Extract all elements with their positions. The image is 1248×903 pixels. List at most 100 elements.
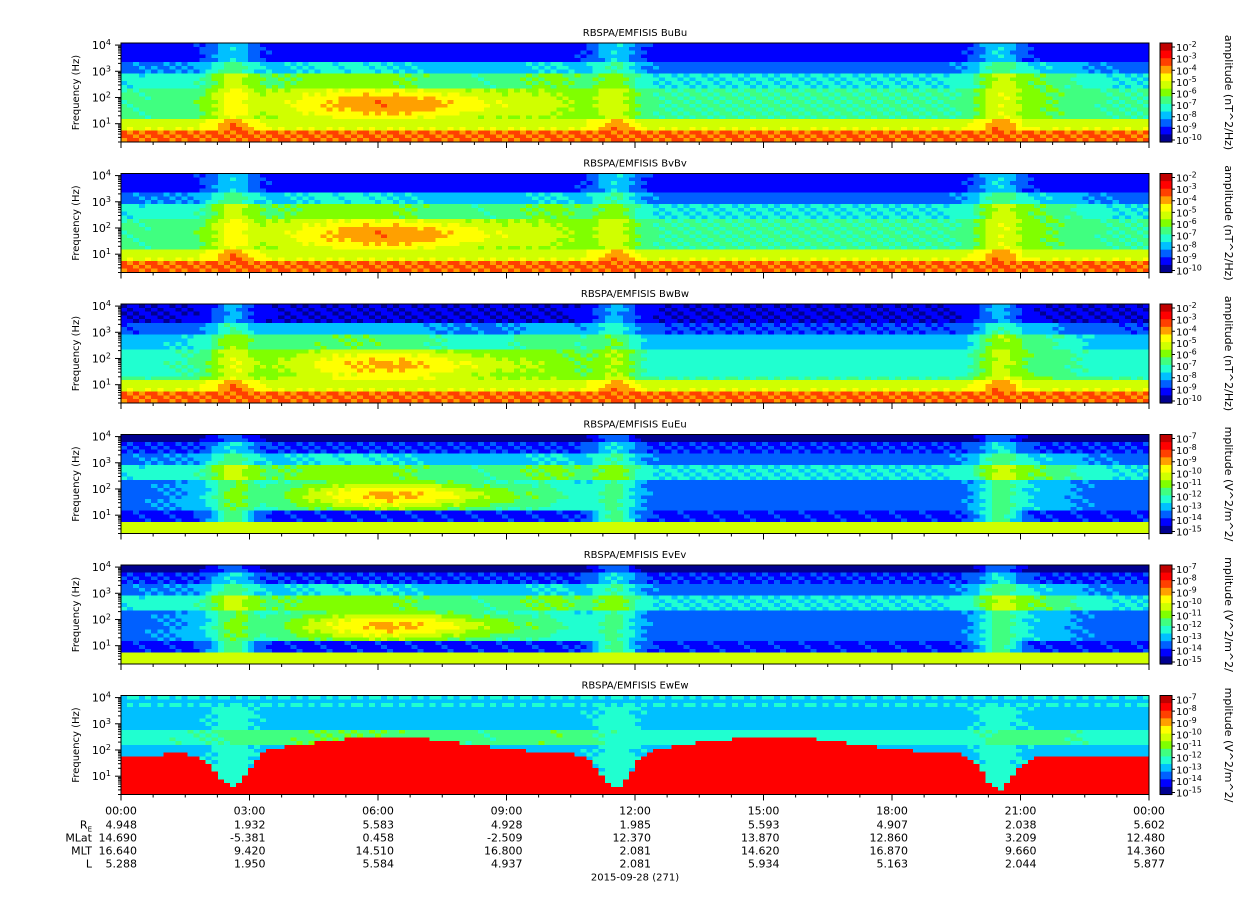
colorbar-swatch: [1160, 741, 1172, 749]
colorbar-swatch: [1160, 174, 1172, 182]
ephemeris-row-label: L: [86, 858, 93, 871]
colorbar-swatch: [1160, 119, 1172, 127]
colorbar-swatch: [1160, 181, 1172, 189]
y-tick-label: 103: [92, 456, 111, 470]
colorbar-swatch: [1160, 327, 1172, 335]
ephemeris-value: 4.948: [106, 819, 138, 832]
ephemeris-value: 2.044: [1005, 858, 1037, 871]
colorbar-swatch: [1160, 104, 1172, 112]
colorbar-swatch: [1160, 634, 1172, 642]
y-axis-label: Frequency (Hz): [71, 707, 82, 783]
colorbar-swatch: [1160, 227, 1172, 235]
spectrogram-panel-1: RBSPA/EMFISIS BuBu101102103104Frequency …: [71, 28, 1235, 150]
colorbar: 10-710-810-910-1010-1110-1210-1310-1410-…: [1160, 557, 1235, 672]
y-tick-label: 103: [92, 586, 111, 600]
y-tick-label: 103: [92, 64, 111, 78]
ephemeris-value: 5.163: [877, 858, 909, 871]
colorbar-swatch: [1160, 503, 1172, 511]
ephemeris-value: 13.870: [741, 832, 780, 845]
colorbar-swatch: [1160, 334, 1172, 342]
y-tick-label: 101: [92, 769, 111, 783]
colorbar-swatch: [1160, 526, 1172, 534]
colorbar-swatch: [1160, 257, 1172, 265]
colorbar-swatch: [1160, 734, 1172, 742]
colorbar-swatch: [1160, 787, 1172, 795]
ephemeris-value: 5.584: [363, 858, 395, 871]
y-tick-label: 104: [92, 430, 111, 444]
colorbar-swatch: [1160, 388, 1172, 396]
colorbar-swatch: [1160, 134, 1172, 142]
panel-title: RBSPA/EMFISIS BuBu: [583, 28, 687, 39]
colorbar-swatch: [1160, 696, 1172, 704]
colorbar: 10-710-810-910-1010-1110-1210-1310-1410-…: [1160, 688, 1235, 803]
colorbar-swatch: [1160, 611, 1172, 619]
colorbar-swatch: [1160, 242, 1172, 250]
colorbar-swatch: [1160, 89, 1172, 97]
colorbar-swatch: [1160, 380, 1172, 388]
spectrogram-panel-6: RBSPA/EMFISIS EwEw101102103104Frequency …: [71, 681, 1235, 803]
ephemeris-value: 9.420: [234, 845, 266, 858]
y-tick-label: 103: [92, 325, 111, 339]
ephemeris-value: 2.081: [620, 858, 652, 871]
y-axis-label: Frequency (Hz): [71, 185, 82, 261]
spectrogram-cells: [121, 565, 1150, 665]
colorbar-swatch: [1160, 626, 1172, 634]
colorbar-swatch: [1160, 43, 1172, 51]
spectrogram-cells: [121, 304, 1150, 404]
colorbar-tick-label: 10-10: [1176, 133, 1202, 147]
colorbar-label: amplitude (nT^2/Hz): [1222, 35, 1235, 150]
colorbar-swatch: [1160, 649, 1172, 657]
ephemeris-value: 16.800: [484, 845, 523, 858]
y-axis-label: Frequency (Hz): [71, 55, 82, 131]
colorbar-swatch: [1160, 51, 1172, 59]
time-tick-label: 21:00: [1005, 805, 1037, 818]
panel-title: RBSPA/EMFISIS EvEv: [584, 550, 687, 561]
ephemeris-value: 5.602: [1134, 819, 1166, 832]
ephemeris-value: 2.081: [620, 845, 652, 858]
spectrogram-cells: [121, 174, 1150, 274]
colorbar-swatch: [1160, 350, 1172, 358]
colorbar-swatch: [1160, 511, 1172, 519]
colorbar-swatch: [1160, 442, 1172, 450]
ephemeris-value: 9.660: [1005, 845, 1037, 858]
y-tick-label: 102: [92, 90, 111, 104]
time-tick-label: 06:00: [362, 805, 394, 818]
colorbar-swatch: [1160, 588, 1172, 596]
colorbar-swatch: [1160, 365, 1172, 373]
colorbar-swatch: [1160, 473, 1172, 481]
ephemeris-value: 5.877: [1134, 858, 1166, 871]
colorbar-swatch: [1160, 112, 1172, 120]
panel-title: RBSPA/EMFISIS EwEw: [581, 681, 688, 692]
ephemeris-value: 5.593: [748, 819, 780, 832]
date-label: 2015-09-28 (271): [591, 873, 679, 884]
ephemeris-value: 0.458: [363, 832, 395, 845]
colorbar-swatch: [1160, 779, 1172, 787]
y-tick-label: 102: [92, 482, 111, 496]
ephemeris-value: 5.288: [106, 858, 138, 871]
colorbar-swatch: [1160, 66, 1172, 74]
ephemeris-value: 12.370: [613, 832, 652, 845]
time-tick-label: 00:00: [105, 805, 137, 818]
colorbar-swatch: [1160, 219, 1172, 227]
y-tick-label: 102: [92, 612, 111, 626]
time-tick-label: 12:00: [619, 805, 651, 818]
spectrogram-panel-4: RBSPA/EMFISIS EuEu101102103104Frequency …: [71, 420, 1235, 542]
time-tick-label: 18:00: [876, 805, 908, 818]
y-tick-label: 101: [92, 639, 111, 653]
colorbar-swatch: [1160, 518, 1172, 526]
colorbar-swatch: [1160, 726, 1172, 734]
y-tick-label: 101: [92, 378, 111, 392]
y-tick-label: 102: [92, 351, 111, 365]
y-axis-label: Frequency (Hz): [71, 446, 82, 522]
colorbar-swatch: [1160, 312, 1172, 320]
colorbar-tick-label: 10-15: [1176, 655, 1202, 669]
ephemeris-value: 16.640: [99, 845, 138, 858]
colorbar-swatch: [1160, 319, 1172, 327]
spectrogram-cells: [121, 696, 1150, 796]
colorbar-swatch: [1160, 465, 1172, 473]
colorbar-swatch: [1160, 595, 1172, 603]
colorbar-swatch: [1160, 565, 1172, 573]
ephemeris-value: 3.209: [1005, 832, 1037, 845]
